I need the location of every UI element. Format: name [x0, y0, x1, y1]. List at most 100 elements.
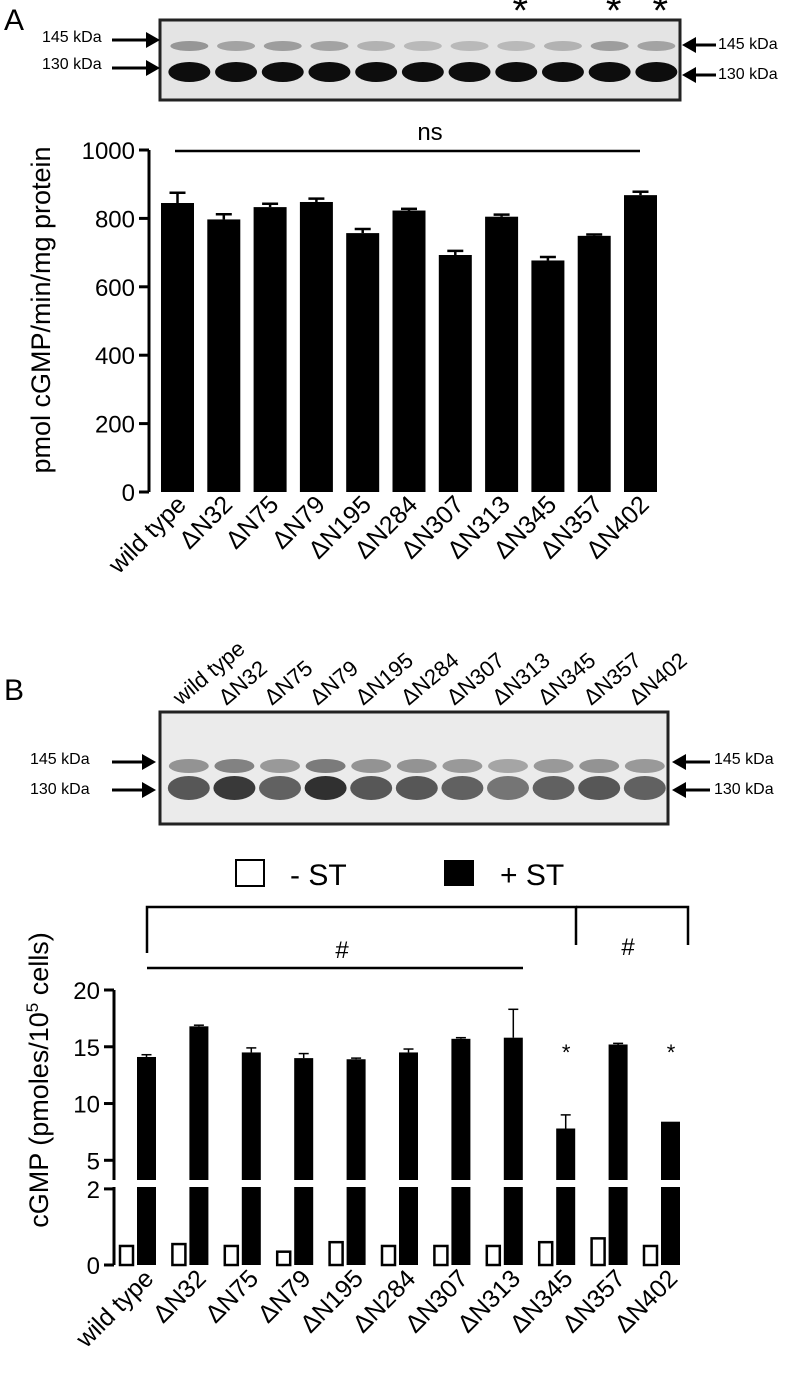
blot-b-band-130 — [213, 776, 256, 800]
chart-b-bar-minus-st — [171, 1242, 187, 1267]
chart-a-bar — [438, 254, 472, 492]
blot-b-band-145 — [168, 759, 209, 773]
blot-a-band-130 — [308, 62, 351, 82]
chart-a-bar — [624, 195, 657, 493]
arrow-icon — [682, 37, 716, 53]
blot-b-band-145 — [396, 759, 437, 773]
chart-b-y-label: cGMP (pmoles/105 cells) — [23, 932, 54, 1228]
blot-b-band-130 — [350, 776, 393, 800]
chart-b-bar-minus-st — [275, 1250, 292, 1267]
blot-a-band-130 — [448, 62, 491, 82]
blot-a-band-130 — [541, 62, 584, 82]
blot-a-band-130 — [401, 62, 444, 82]
blot-b-band-145 — [442, 759, 483, 773]
chart-b-bar-plus-st — [556, 1128, 576, 1265]
blot-a-band-130 — [261, 62, 304, 82]
chart-a-bar — [392, 210, 426, 492]
blot-a-band-130 — [495, 62, 538, 82]
chart-b-bar-plus-st — [241, 1052, 261, 1265]
chart-b-bar-plus-st — [451, 1038, 471, 1265]
chart-b-y-tick-label: 10 — [73, 1092, 100, 1119]
chart-b-y-tick-label: 0 — [87, 1253, 100, 1280]
blot-a-left-marker-130: 130 kDa — [42, 56, 102, 73]
blot-b-band-130 — [441, 776, 484, 800]
blot-b-band-145 — [305, 759, 346, 773]
arrow-icon — [682, 67, 716, 83]
arrow-icon — [112, 60, 160, 76]
chart-b-bar-minus-st — [380, 1244, 397, 1267]
blot-b-band-145 — [260, 759, 300, 773]
blot-b: wild typeΔN32ΔN75ΔN79ΔN195ΔN284ΔN307ΔN31… — [30, 636, 774, 826]
blot-a-right-marker-145: 145 kDa — [718, 36, 778, 53]
chart-b-bar-plus-st — [346, 1059, 366, 1265]
chart-b-group-bracket — [145, 905, 690, 953]
blot-a-band-145 — [403, 41, 442, 51]
legend-label-minus-st: - ST — [290, 859, 347, 892]
blot-b-band-145 — [351, 759, 392, 773]
blot-b-band-130 — [487, 776, 529, 800]
chart-a-category-label: ΔN75 — [220, 490, 284, 554]
blot-a-band-145 — [543, 41, 582, 51]
blot-b-band-130 — [578, 776, 621, 800]
chart-b-bar-plus-st — [503, 1037, 523, 1265]
chart-b-significance-star: * — [667, 1040, 676, 1065]
blot-a-band-130 — [215, 62, 258, 82]
blot-a: * * * 145 kDa 130 kDa 145 kDa 130 kDa — [42, 0, 778, 102]
blot-b-band-145 — [624, 759, 665, 773]
blot-b-left-marker-130: 130 kDa — [30, 781, 90, 798]
arrow-icon — [672, 782, 710, 798]
chart-b-bar-minus-st — [223, 1244, 240, 1267]
chart-a-y-tick-label: 0 — [122, 480, 135, 507]
chart-a-bar — [299, 201, 333, 492]
blot-a-asterisk: * — [653, 0, 669, 33]
blot-b-band-130 — [532, 776, 575, 800]
chart-b-bar-plus-st — [399, 1052, 418, 1265]
chart-b-bar-minus-st — [642, 1244, 659, 1267]
blot-b-band-130 — [167, 776, 210, 800]
chart-b-bar-minus-st — [485, 1244, 502, 1267]
chart-b-bar-plus-st — [608, 1044, 628, 1265]
blot-b-right-marker-145: 145 kDa — [714, 751, 774, 768]
chart-a-y-tick-label: 400 — [95, 343, 135, 370]
chart-b-y-tick-label: 15 — [73, 1035, 100, 1062]
chart-b-hash-label-right: # — [621, 934, 635, 961]
chart-a-bar — [253, 207, 287, 492]
chart-b-y-tick-label: 5 — [87, 1148, 100, 1175]
blot-b-band-130 — [623, 776, 666, 800]
chart-a-bar — [207, 219, 241, 492]
chart-a-bar — [485, 216, 519, 492]
chart-a-y-tick-label: 200 — [95, 412, 135, 439]
chart-b-significance-star: * — [562, 1040, 571, 1065]
chart-b-bar-plus-st — [294, 1058, 314, 1265]
chart-b-category-label: ΔN32 — [148, 1264, 212, 1328]
legend-swatch-minus-st — [235, 859, 265, 887]
chart-b-y-tick-label: 2 — [87, 1177, 100, 1204]
panel-a-letter: A — [4, 4, 24, 37]
chart-b-bar-minus-st — [118, 1244, 135, 1267]
chart-b-category-label: ΔN75 — [200, 1264, 264, 1328]
blot-a-band-145 — [263, 41, 302, 51]
blot-a-band-145 — [357, 41, 396, 51]
blot-a-frame — [158, 18, 682, 102]
arrow-icon — [112, 782, 156, 798]
chart-b-bar-plus-st — [661, 1121, 680, 1265]
chart-a-y-tick-label: 1000 — [82, 138, 135, 165]
arrow-icon — [672, 754, 710, 770]
panel-b-letter: B — [4, 674, 24, 707]
blot-a-left-marker-145: 145 kDa — [42, 29, 102, 46]
blot-a-asterisk: * — [512, 0, 528, 33]
chart-a-bar — [346, 233, 380, 492]
chart-b-bar-plus-st — [189, 1026, 209, 1265]
blot-a-band-145 — [310, 41, 349, 51]
blot-b-band-130 — [304, 776, 347, 800]
chart-a-bar — [161, 203, 194, 492]
blot-b-left-marker-145: 145 kDa — [30, 751, 90, 768]
chart-b-bar-minus-st — [433, 1244, 449, 1267]
chart-b-hash-label-left: # — [335, 937, 349, 964]
arrow-icon — [112, 32, 160, 48]
blot-a-band-130 — [635, 62, 678, 82]
blot-b-band-145 — [214, 759, 255, 773]
blot-a-asterisk: * — [606, 0, 622, 33]
